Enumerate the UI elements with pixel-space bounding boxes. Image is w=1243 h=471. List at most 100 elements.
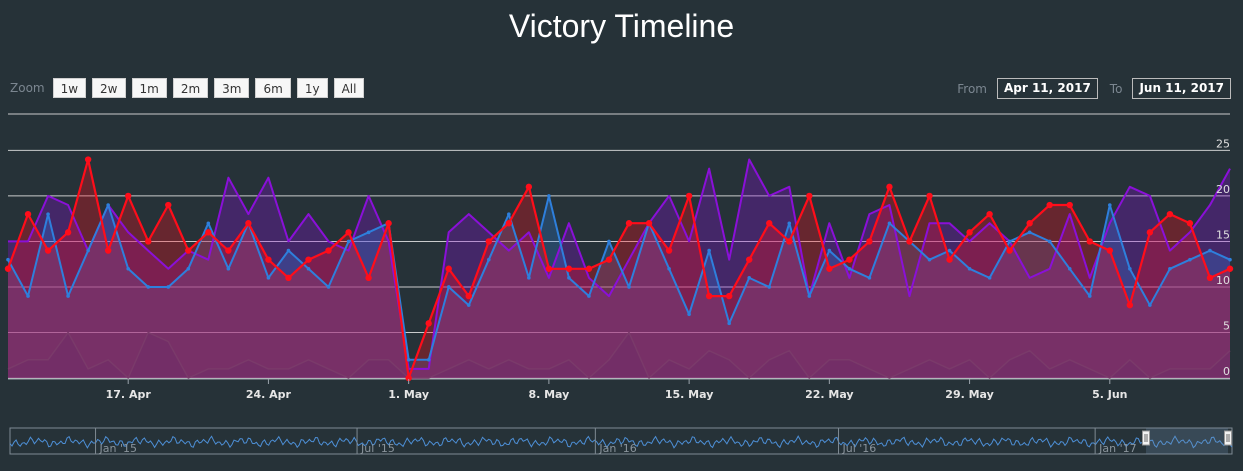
blue-data-point [446,285,451,289]
red-data-point [1146,229,1154,236]
blue-data-point [286,248,291,253]
red-data-point [1226,265,1234,272]
blue-data-point [967,266,972,271]
blue-data-point [867,276,872,280]
red-data-point [525,183,533,191]
red-data-point [1006,247,1013,254]
blue-data-point [507,212,511,216]
red-data-point [44,247,52,254]
red-data-point [145,238,152,245]
blue-data-point [426,357,431,362]
red-data-point [385,220,392,227]
red-data-point [906,238,913,245]
blue-data-point [887,221,892,226]
purple-series-area [8,159,1230,378]
red-data-point [685,192,693,200]
x-tick-label: 1. May [388,388,429,401]
y-tick-label: 15 [1216,228,1230,241]
low-series-area [8,332,1230,378]
red-data-point [806,192,813,200]
navigator-label: Jan '15 [99,442,137,455]
zoom-button-2w[interactable]: 2w [92,78,126,98]
red-data-point [926,192,933,200]
blue-data-point [86,248,90,253]
purple-series-line [8,158,1231,370]
navigator-series-line [9,435,1233,449]
red-data-point [826,265,833,272]
red-data-point [766,220,773,227]
red-data-point [645,220,653,227]
blue-data-point [547,194,551,198]
zoom-button-all[interactable]: All [333,78,365,98]
zoom-button-3m[interactable]: 3m [214,78,250,98]
navigator-label: Jul '16 [842,442,877,455]
blue-data-point [727,321,731,326]
red-data-point [565,265,573,272]
x-tick-label: 24. Apr [246,388,292,401]
navigator-handle [1142,430,1150,446]
red-data-point [64,229,72,236]
zoom-button-1w[interactable]: 1w [52,78,87,98]
date-range-selector: From Apr 11, 2017 To Jun 11, 2017 [951,78,1231,99]
navigator-selected-range [1146,428,1228,454]
x-tick-label: 22. May [805,388,854,401]
red-data-point [786,238,793,245]
red-data-point [946,256,953,263]
blue-series-line [7,194,1231,361]
red-data-point [305,256,312,263]
series-lines [6,158,1231,380]
x-tick-label: 17. Apr [106,388,152,401]
x-tick-label: 29. May [945,388,994,401]
red-series-line [6,158,1231,380]
blue-data-point [1087,294,1092,298]
blue-data-point [106,203,110,207]
red-data-point [605,256,613,263]
red-data-point [846,256,853,263]
blue-data-point [827,248,832,253]
red-data-point [285,274,292,282]
red-data-point [84,156,92,163]
red-data-point [665,247,673,254]
red-data-point [545,265,553,272]
red-data-point [245,220,252,227]
navigator-label: Jul '15 [360,442,395,455]
red-data-point [104,247,112,254]
zoom-button-2m[interactable]: 2m [172,78,209,98]
zoom-button-1m[interactable]: 1m [131,78,167,98]
red-data-point [124,192,132,200]
series-areas [8,159,1230,378]
red-data-point [625,220,633,227]
red-data-point [465,292,472,300]
red-data-point [345,229,352,236]
red-data-point [24,210,32,218]
blue-data-point [346,239,351,244]
navigator[interactable]: Jan '15 Jul '15 Jan '16 Jul '16 Jan '17 [9,427,1233,455]
blue-data-point [1007,239,1012,244]
blue-data-point [486,257,491,262]
zoom-button-6m[interactable]: 6m [255,78,291,98]
red-data-point [585,265,593,272]
blue-data-point [1168,266,1172,271]
grid-lines [8,113,1230,380]
blue-data-point [266,276,271,280]
to-date-input[interactable]: Jun 11, 2017 [1132,78,1231,99]
red-data-point [1086,238,1093,245]
y-tick-label: 10 [1216,274,1230,287]
red-data-point [445,265,452,272]
series-markers [4,156,1234,382]
navigator-handle [1224,430,1232,446]
blue-data-point [567,276,571,280]
red-data-point [705,292,713,300]
zoom-button-1y[interactable]: 1y [296,78,328,98]
blue-data-point [1108,203,1112,207]
chart-title: Victory Timeline [508,8,735,44]
x-tick-label: 8. May [528,388,569,401]
blue-data-point [366,230,371,235]
from-date-input[interactable]: Apr 11, 2017 [996,78,1098,99]
blue-data-point [947,248,952,253]
y-axis-labels: 0 5 10 15 20 25 [1216,137,1230,378]
navigator-label: Jan '16 [598,442,636,455]
red-data-point [4,265,12,272]
zoom-label: Zoom [10,81,45,95]
blue-data-point [1188,257,1192,262]
